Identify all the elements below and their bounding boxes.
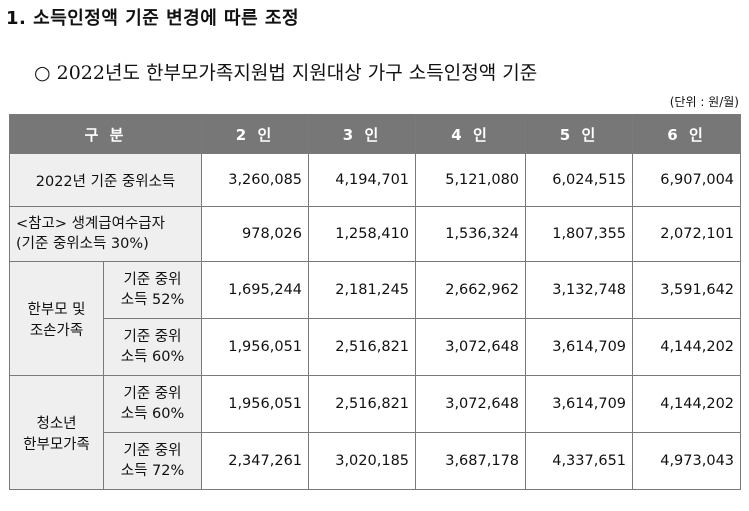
subrow-label: 기준 중위 소득 72%: [102, 432, 203, 490]
group-label: 청소년 한부모가족: [9, 375, 104, 490]
subrow-label-line1: 기준 중위: [123, 443, 182, 459]
table-cell: 3,132,748: [525, 261, 634, 319]
table-cell: 3,614,709: [525, 318, 634, 376]
row-label: 2022년 기준 중위소득: [8, 153, 203, 207]
group-label-line2: 조손가족: [29, 322, 84, 339]
subrow-label-line1: 기준 중위: [123, 272, 182, 288]
table-cell: 3,687,178: [415, 432, 527, 490]
section-title: 1. 소득인정액 기준 변경에 따른 조정: [6, 8, 300, 29]
table-cell: 2,516,821: [308, 318, 417, 376]
table-cell: 1,807,355: [525, 206, 634, 262]
table-cell: 3,260,085: [201, 153, 310, 207]
income-criteria-table: 구 분 2 인 3 인 4 인 5 인 6 인 2022년 기준 중위소득 3,…: [8, 114, 742, 490]
subrow-label: 기준 중위 소득 52%: [102, 261, 203, 319]
row-label-line1: <참고> 생계급여수급자: [16, 216, 165, 232]
group-label-line1: 청소년: [36, 415, 77, 432]
table-cell: 1,956,051: [201, 375, 310, 433]
table-cell: 3,072,648: [415, 375, 527, 433]
header-5-person: 5 인: [525, 114, 634, 154]
subrow-label-line2: 소득 60%: [120, 406, 185, 422]
table-cell: 4,337,651: [525, 432, 634, 490]
table-header-row: 구 분 2 인 3 인 4 인 5 인 6 인: [8, 114, 742, 154]
row-label-line2: (기준 중위소득 30%): [16, 236, 149, 252]
header-6-person: 6 인: [632, 114, 742, 154]
subrow-label-line2: 소득 72%: [120, 463, 185, 479]
table-cell: 3,072,648: [415, 318, 527, 376]
table-cell: 1,695,244: [201, 261, 310, 319]
table-cell: 3,591,642: [632, 261, 742, 319]
table-cell: 2,516,821: [308, 375, 417, 433]
table-cell: 978,026: [201, 206, 310, 262]
table-row: 기준 중위 소득 60% 1,956,051 2,516,821 3,072,6…: [10, 318, 742, 376]
table-cell: 3,614,709: [525, 375, 634, 433]
subrow-label-line1: 기준 중위: [123, 386, 182, 402]
subrow-label-line2: 소득 52%: [120, 292, 185, 308]
header-2-person: 2 인: [201, 114, 310, 154]
table-cell: 2,181,245: [308, 261, 417, 319]
table-cell: 1,536,324: [415, 206, 527, 262]
table-row: 청소년 한부모가족 기준 중위 소득 60% 1,956,051 2,516,8…: [9, 375, 742, 490]
group-label: 한부모 및 조손가족: [9, 261, 104, 376]
table-row: <참고> 생계급여수급자 (기준 중위소득 30%) 978,026 1,258…: [8, 206, 742, 262]
table-row: 한부모 및 조손가족 기준 중위 소득 52% 1,695,244 2,181,…: [9, 261, 742, 376]
table-cell: 2,347,261: [201, 432, 310, 490]
table-cell: 2,662,962: [415, 261, 527, 319]
row-label: <참고> 생계급여수급자 (기준 중위소득 30%): [8, 206, 203, 262]
group-label-line1: 한부모 및: [27, 301, 86, 318]
table-row: 2022년 기준 중위소득 3,260,085 4,194,701 5,121,…: [8, 153, 742, 207]
table-cell: 3,020,185: [308, 432, 417, 490]
table-cell: 6,024,515: [525, 153, 634, 207]
table-cell: 5,121,080: [415, 153, 527, 207]
table-cell: 1,956,051: [201, 318, 310, 376]
table-cell: 6,907,004: [632, 153, 742, 207]
subrow-label-line1: 기준 중위: [123, 329, 182, 345]
unit-note: (단위 : 원/월): [669, 95, 739, 109]
table-cell: 1,258,410: [308, 206, 417, 262]
table-subtitle: ○ 2022년도 한부모가족지원법 지원대상 가구 소득인정액 기준: [34, 62, 538, 84]
table-row: 기준 중위 소득 72% 2,347,261 3,020,185 3,687,1…: [10, 432, 742, 490]
subrow-label-line2: 소득 60%: [120, 349, 185, 365]
table-cell: 4,144,202: [632, 375, 742, 433]
table-cell: 2,072,101: [632, 206, 742, 262]
table-cell: 4,144,202: [632, 318, 742, 376]
header-category: 구 분: [8, 114, 203, 154]
table-cell: 4,973,043: [632, 432, 742, 490]
subrow-label: 기준 중위 소득 60%: [102, 318, 203, 376]
header-3-person: 3 인: [308, 114, 417, 154]
table-cell: 4,194,701: [308, 153, 417, 207]
header-4-person: 4 인: [415, 114, 527, 154]
group-label-line2: 한부모가족: [23, 436, 90, 453]
subrow-label: 기준 중위 소득 60%: [102, 375, 203, 433]
